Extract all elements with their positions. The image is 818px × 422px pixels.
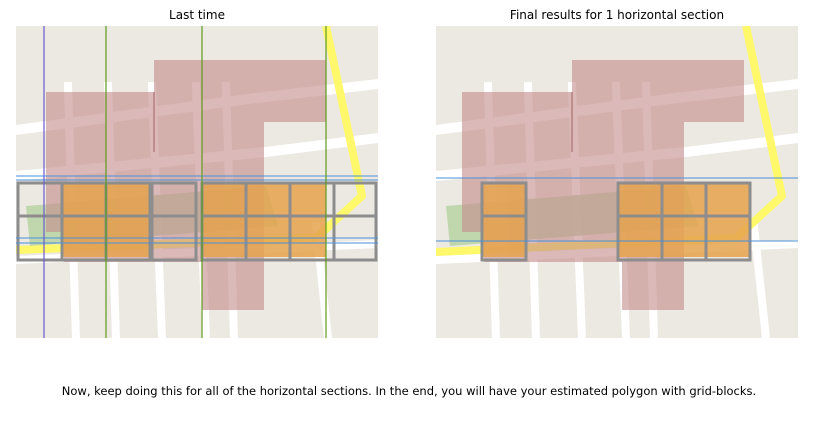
grid-blocks <box>480 181 752 262</box>
panel-title-left: Last time <box>169 8 225 22</box>
vertical-scan-lines <box>43 26 327 338</box>
horizontal-section-lines <box>16 175 378 244</box>
horizontal-section-lines <box>436 177 798 242</box>
map-panel-final-results <box>436 26 798 338</box>
selected-blocks <box>62 183 326 257</box>
map-panel-last-time <box>16 26 378 338</box>
selected-blocks <box>482 183 750 257</box>
caption: Now, keep doing this for all of the hori… <box>61 384 757 398</box>
panel-title-right: Final results for 1 horizontal section <box>509 8 725 22</box>
